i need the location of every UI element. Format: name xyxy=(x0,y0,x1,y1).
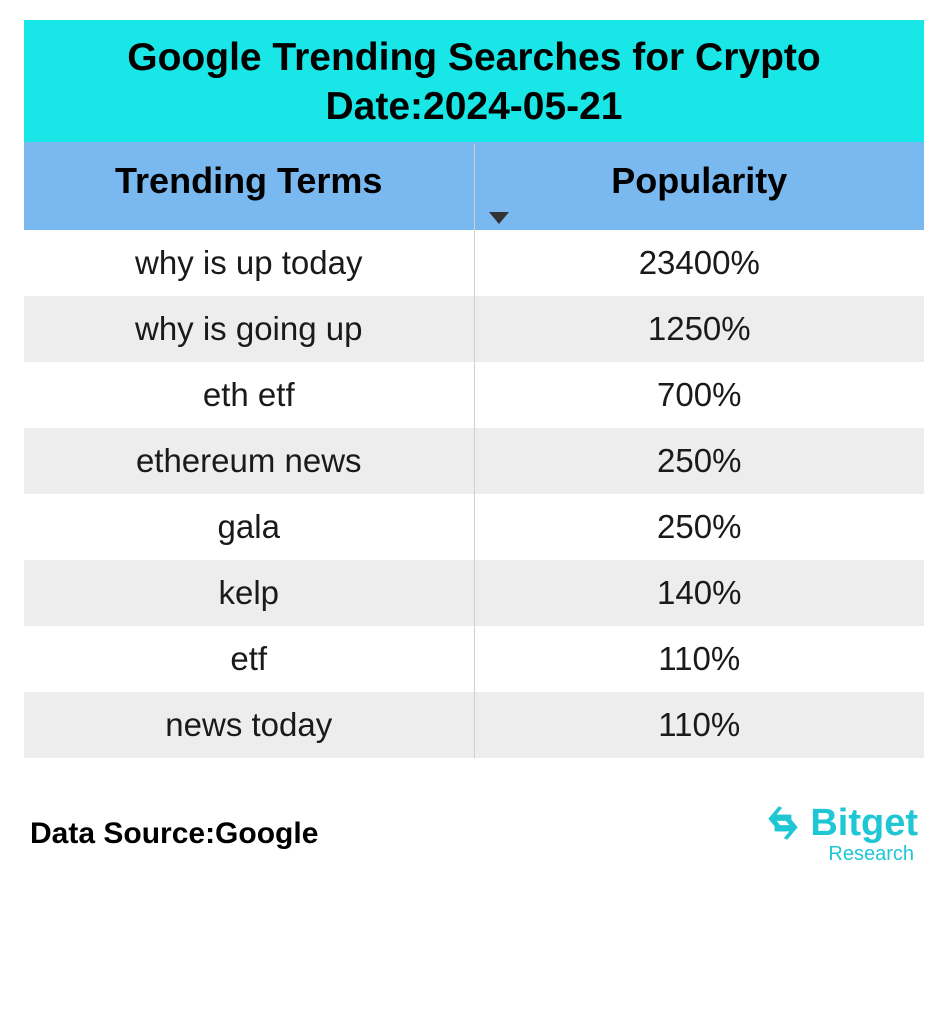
brand-logo: Bitget Research xyxy=(762,802,918,866)
brand-subtitle: Research xyxy=(828,843,914,866)
title-line-2: Date:2024-05-21 xyxy=(34,83,914,132)
data-source-label: Data Source:Google xyxy=(30,817,318,851)
table-row: eth etf700% xyxy=(24,362,924,428)
popularity-cell: 700% xyxy=(474,362,925,428)
column-header-terms[interactable]: Trending Terms xyxy=(24,144,474,230)
footer: Data Source:Google Bitget Research xyxy=(24,802,924,866)
term-cell: ethereum news xyxy=(24,428,474,494)
table-row: kelp140% xyxy=(24,560,924,626)
table-row: ethereum news250% xyxy=(24,428,924,494)
popularity-cell: 250% xyxy=(474,428,925,494)
term-cell: etf xyxy=(24,626,474,692)
term-cell: why is up today xyxy=(24,230,474,296)
bitget-logo-icon xyxy=(762,802,804,844)
table-row: etf110% xyxy=(24,626,924,692)
brand-name: Bitget xyxy=(810,802,918,845)
brand-top: Bitget xyxy=(762,802,918,845)
popularity-cell: 1250% xyxy=(474,296,925,362)
table-body: why is up today23400%why is going up1250… xyxy=(24,230,924,758)
popularity-cell: 250% xyxy=(474,494,925,560)
table-row: gala250% xyxy=(24,494,924,560)
term-cell: news today xyxy=(24,692,474,758)
column-header-label: Trending Terms xyxy=(115,160,382,201)
column-header-popularity[interactable]: Popularity xyxy=(474,144,925,230)
table-header-row: Trending Terms Popularity xyxy=(24,144,924,230)
term-cell: gala xyxy=(24,494,474,560)
title-line-1: Google Trending Searches for Crypto xyxy=(34,34,914,83)
popularity-cell: 23400% xyxy=(474,230,925,296)
term-cell: why is going up xyxy=(24,296,474,362)
trending-table-card: Google Trending Searches for Crypto Date… xyxy=(24,20,924,866)
term-cell: kelp xyxy=(24,560,474,626)
table-row: why is going up1250% xyxy=(24,296,924,362)
title-bar: Google Trending Searches for Crypto Date… xyxy=(24,20,924,144)
popularity-cell: 110% xyxy=(474,626,925,692)
sort-desc-icon xyxy=(489,212,509,224)
table-row: news today110% xyxy=(24,692,924,758)
popularity-cell: 140% xyxy=(474,560,925,626)
popularity-cell: 110% xyxy=(474,692,925,758)
term-cell: eth etf xyxy=(24,362,474,428)
column-header-label: Popularity xyxy=(611,160,787,201)
trending-table: Trending Terms Popularity why is up toda… xyxy=(24,144,924,758)
table-row: why is up today23400% xyxy=(24,230,924,296)
